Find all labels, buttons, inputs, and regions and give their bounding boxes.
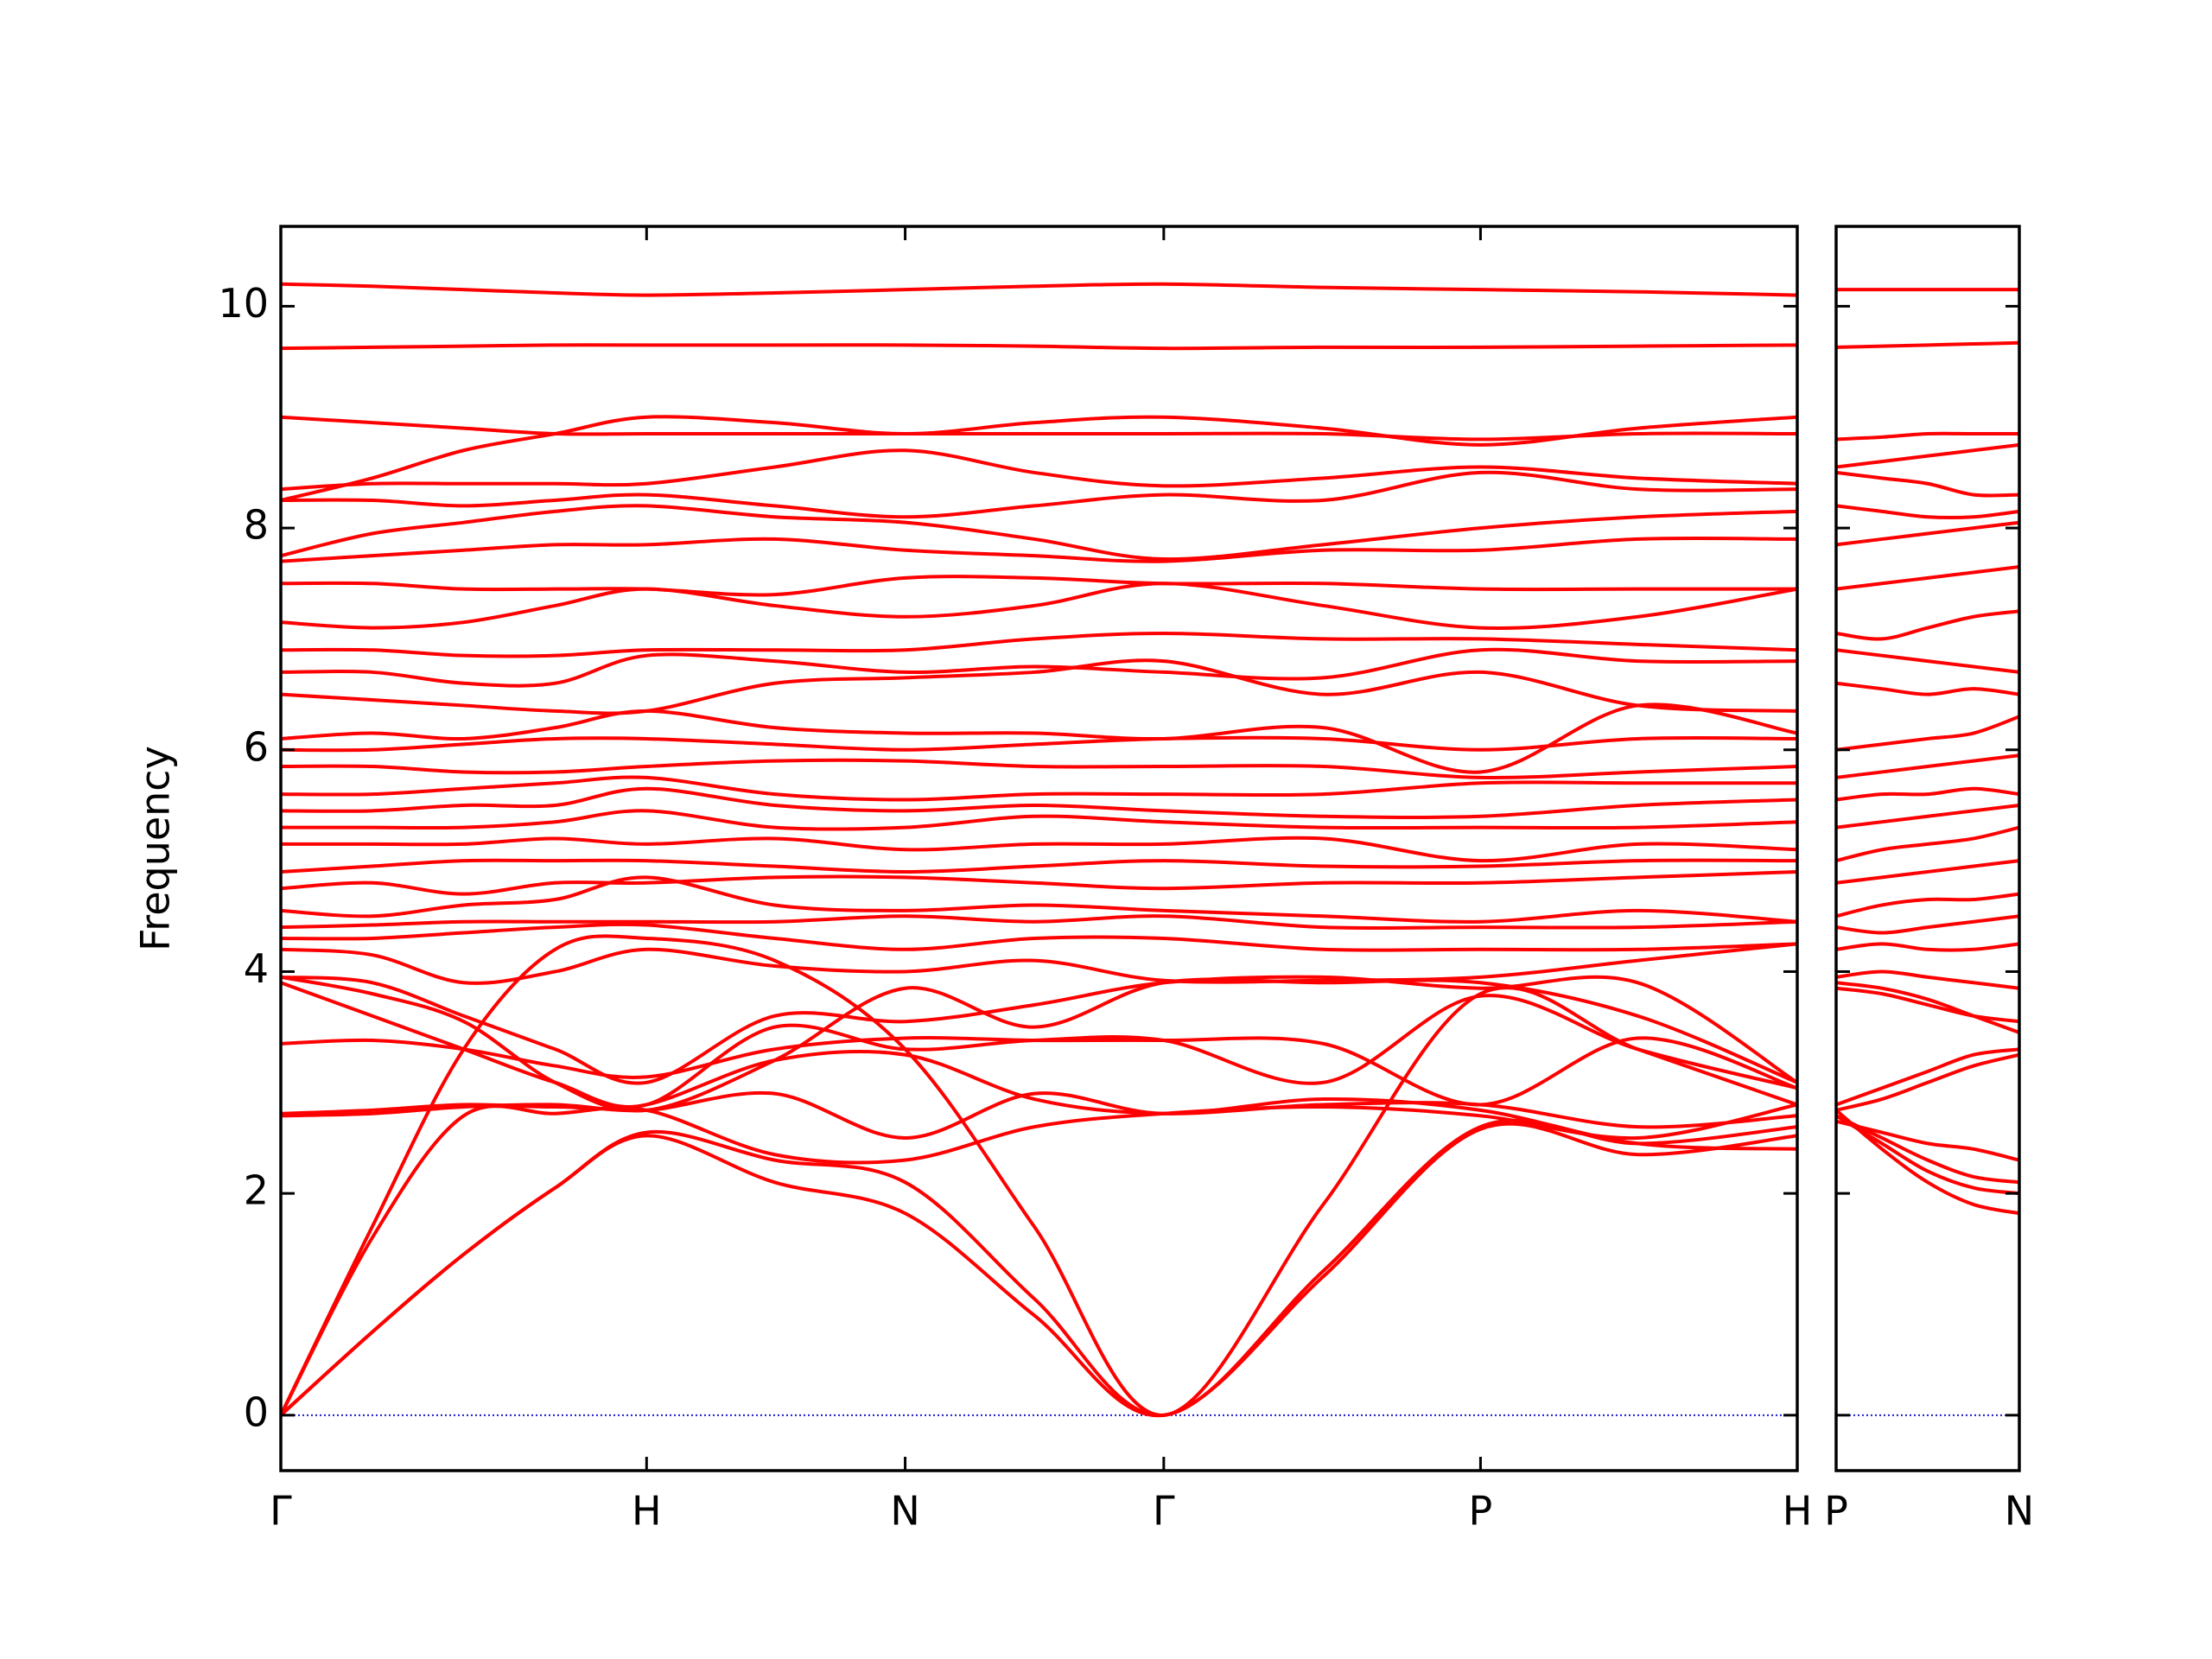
band-line: [1836, 715, 2019, 752]
band-line: [281, 735, 1797, 753]
y-tick-label: 4: [244, 945, 269, 992]
x-tick-label: N: [890, 1488, 919, 1535]
band-line: [281, 343, 1797, 351]
band-line: [281, 415, 1797, 502]
y-tick-label: 2: [244, 1167, 269, 1214]
x-tick-label: Γ: [270, 1488, 292, 1535]
band-line: [281, 1118, 1797, 1417]
x-tick-label: H: [632, 1488, 662, 1535]
band-line: [281, 647, 1797, 688]
band-line: [281, 836, 1797, 863]
band-line: [281, 470, 1797, 519]
band-line: [1836, 786, 2019, 802]
band-line: [281, 582, 1797, 630]
band-line: [281, 981, 1797, 1109]
x-tick-label: H: [1783, 1488, 1813, 1535]
band-line: [1836, 803, 2019, 830]
band-line: [281, 786, 1797, 820]
band-line: [281, 775, 1797, 802]
band-line: [281, 858, 1797, 874]
band-line: [281, 875, 1797, 924]
plot-area: [1836, 288, 2019, 1416]
band-line: [1836, 969, 2019, 990]
plot-area: [281, 282, 1797, 1418]
band-line: [1836, 859, 2019, 885]
band-line: [1836, 442, 2019, 469]
band-line: [1836, 648, 2019, 674]
band-line: [1836, 681, 2019, 696]
band-line: [281, 758, 1797, 779]
band-line: [281, 1103, 1797, 1416]
band-line: [1836, 431, 2019, 442]
y-tick-label: 8: [244, 502, 269, 549]
band-line: [281, 869, 1797, 896]
y-tick-label: 0: [244, 1389, 269, 1435]
band-line: [1836, 753, 2019, 779]
band-line: [1836, 914, 2019, 935]
band-line: [1836, 565, 2019, 591]
x-tick-label: P: [1824, 1488, 1848, 1535]
y-tick-label: 10: [218, 280, 269, 327]
axes-frame: [279, 225, 1799, 1472]
band-line: [281, 1036, 1797, 1107]
band-line: [1836, 942, 2019, 952]
band-line: [1836, 1119, 2019, 1162]
band-line: [281, 975, 1797, 1113]
band-line: [281, 922, 1797, 952]
band-line: [1836, 1052, 2019, 1112]
band-line: [281, 658, 1797, 715]
band-line: [1836, 520, 2019, 547]
band-line: [281, 942, 1797, 985]
band-line: [1836, 504, 2019, 520]
band-line: [281, 536, 1797, 563]
band-line: [1836, 340, 2019, 349]
band-line: [281, 504, 1797, 562]
band-line: [281, 415, 1797, 442]
band-line: [281, 702, 1797, 774]
band-line: [1836, 609, 2019, 641]
x-tick-label: Γ: [1153, 1488, 1175, 1535]
band-line: [281, 448, 1797, 492]
band-line: [281, 934, 1797, 1417]
band-line: [1836, 981, 2019, 1034]
band-line: [1836, 892, 2019, 918]
axes-frame: [1834, 225, 2021, 1472]
x-tick-label: P: [1469, 1488, 1493, 1535]
band-line: [1836, 1114, 2019, 1196]
band-line: [281, 282, 1797, 297]
band-line: [281, 809, 1797, 831]
band-line: [281, 914, 1797, 931]
x-tick-label: N: [2005, 1488, 2034, 1535]
band-line: [1836, 470, 2019, 498]
band-line: [1836, 1047, 2019, 1107]
band-line: [281, 1049, 1797, 1129]
band-line: [281, 575, 1797, 597]
band-line: [1836, 825, 2019, 863]
band-line: [281, 632, 1797, 658]
band-line: [1836, 986, 2019, 1024]
y-tick-label: 6: [244, 723, 269, 770]
band-line: [1836, 1114, 2019, 1185]
y-axis-label: Frequency: [132, 746, 179, 951]
band-line: [281, 975, 1797, 1085]
